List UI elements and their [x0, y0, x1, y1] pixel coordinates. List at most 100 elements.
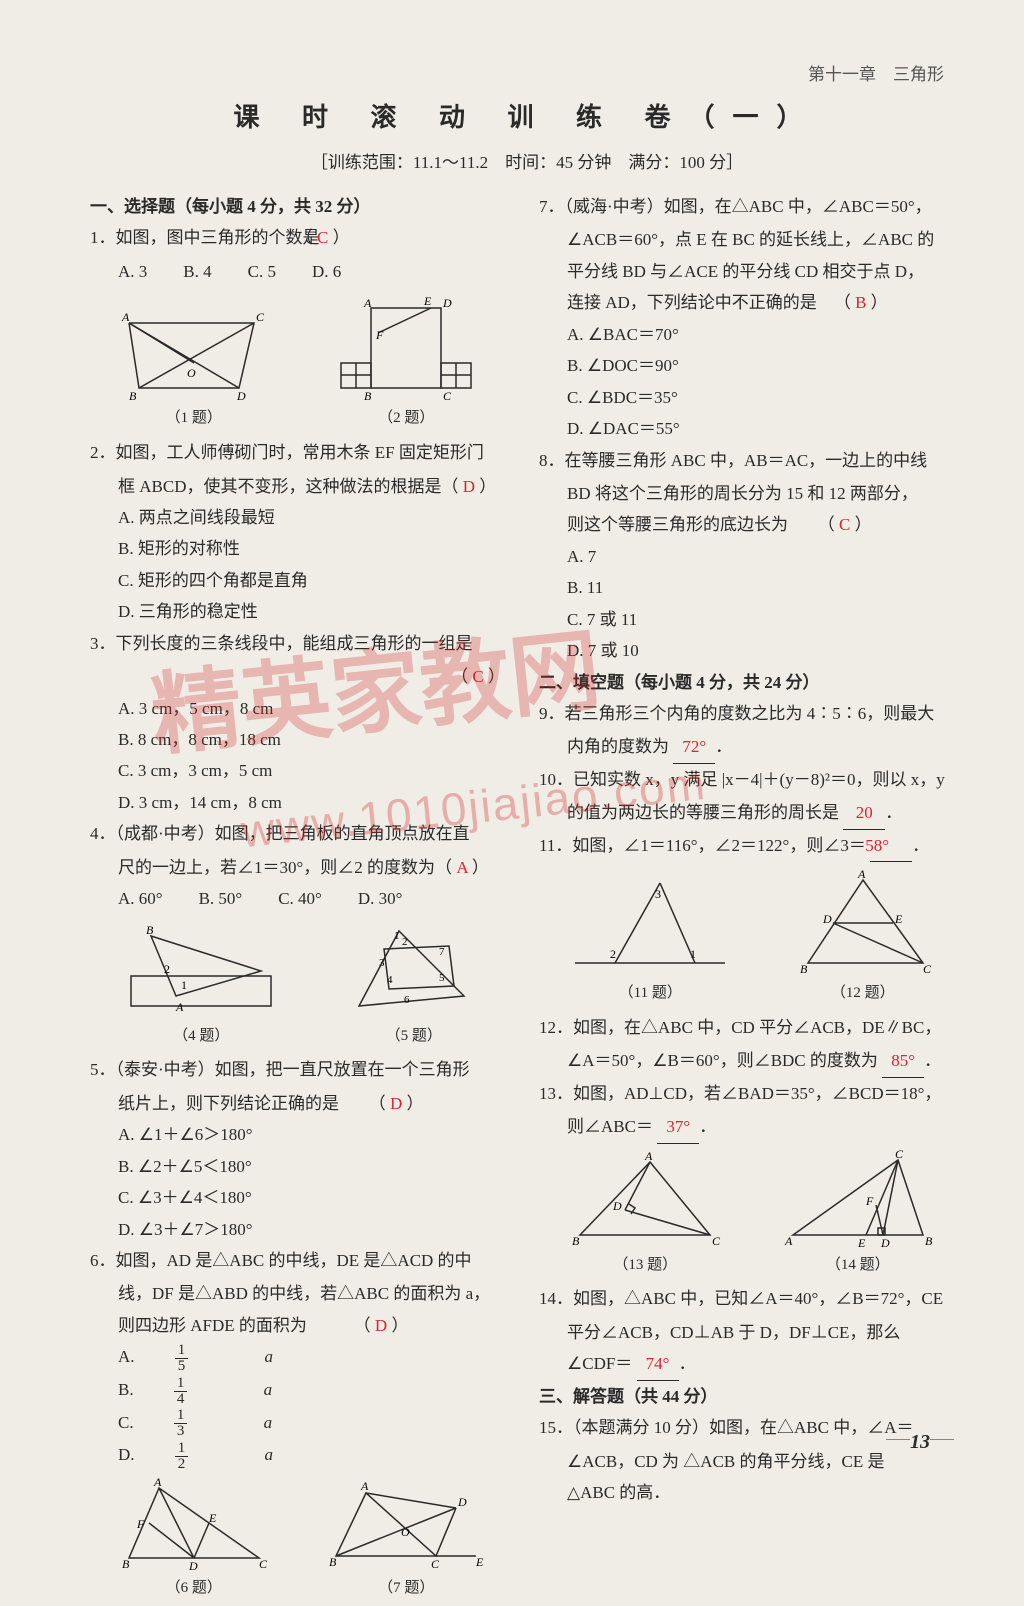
svg-text:C: C: [443, 389, 452, 403]
q2-l1: 2．如图，工人师傅砌门时，常用木条 EF 固定矩形门: [90, 437, 515, 468]
q13-l2: 则∠ABC＝: [567, 1117, 653, 1136]
svg-text:B: B: [146, 923, 154, 937]
page-number: 13: [886, 1431, 954, 1454]
q6-optA: A. 15 a: [118, 1341, 309, 1374]
svg-text:3: 3: [655, 887, 661, 901]
fig13-cap: （13 题）: [565, 1252, 725, 1280]
svg-text:5: 5: [439, 972, 445, 984]
q5-l2: 纸片上，则下列结论正确的是: [118, 1094, 339, 1113]
q12-answer: 85°: [882, 1045, 924, 1077]
svg-text:B: B: [329, 1555, 337, 1569]
svg-text:A: A: [360, 1479, 369, 1493]
q1-answer: （ C ）: [324, 222, 350, 253]
subtitle: ［训练范围：11.1～11.2 时间：45 分钟 满分：100 分］: [90, 148, 964, 173]
section3-head: 三、解答题（共 44 分）: [539, 1381, 964, 1412]
svg-text:B: B: [800, 962, 808, 976]
fig13: A B C D （13 题）: [565, 1150, 725, 1280]
q7-optB: B. ∠DOC＝90°: [567, 350, 758, 381]
q5-optD: D. ∠3＋∠7＞180°: [118, 1214, 309, 1245]
svg-text:E: E: [423, 294, 432, 308]
q6-optD: D. 12 a: [118, 1439, 309, 1472]
q7-l3: 平分线 BD 与∠ACE 的平分线 CD 相交于点 D，: [539, 256, 964, 287]
q1-optA: A. 3: [118, 256, 147, 287]
q8-l3: 则这个等腰三角形的底边长为: [567, 515, 788, 534]
q11-answer: 58°: [870, 830, 912, 862]
q7-answer: B: [855, 293, 866, 312]
fig12-cap: （12 题）: [788, 980, 938, 1008]
fig1: A C B D O （1 题）: [119, 293, 269, 433]
fig7: A B C E D O （7 题）: [321, 1478, 491, 1603]
q6-opts: A. 15 a B. 14 a C. 13 a D. 12 a: [90, 1341, 515, 1471]
svg-text:D: D: [457, 1495, 467, 1509]
q3: 3．下列长度的三条线段中，能组成三角形的一组是: [90, 628, 515, 659]
q7-optD: D. ∠DAC＝55°: [567, 413, 758, 444]
q3-optD: D. 3 cm，14 cm，8 cm: [118, 787, 309, 818]
page-title: 课 时 滚 动 训 练 卷（一）: [90, 97, 964, 134]
svg-text:C: C: [259, 1557, 268, 1571]
q13-answer: 37°: [657, 1111, 699, 1143]
fig-row-1-2: A C B D O （1 题）: [90, 293, 515, 433]
q10-l2: 的值为两边长的等腰三角形的周长是: [567, 803, 839, 822]
q6-l1: 6．如图，AD 是△ABC 的中线，DE 是△ACD 的中: [90, 1245, 515, 1276]
section1-head: 一、选择题（每小题 4 分，共 32 分）: [90, 191, 515, 222]
svg-text:4: 4: [387, 974, 393, 986]
right-column: 7．（威海·中考）如图，在△ABC 中，∠ABC＝50°， ∠ACB＝60°，点…: [539, 191, 964, 1606]
svg-text:2: 2: [610, 947, 616, 961]
svg-text:A: A: [784, 1234, 793, 1248]
svg-text:A: A: [857, 868, 866, 881]
q10-l1: 10．已知实数 x，y 满足 |x－4|＋(y－8)²＝0，则以 x，y: [539, 764, 964, 795]
svg-text:F: F: [136, 1517, 145, 1531]
q6-l3: 则四边形 AFDE 的面积为: [118, 1316, 307, 1335]
q2-optA: A. 两点之间线段最短: [90, 502, 515, 533]
svg-text:3: 3: [379, 957, 385, 969]
q5-optA: A. ∠1＋∠6＞180°: [118, 1119, 309, 1150]
q1-text: 1．如图，图中三角形的个数是: [90, 228, 320, 247]
q12-l2-row: ∠A＝50°，∠B＝60°，则∠BDC 的度数为 85°．: [539, 1045, 964, 1077]
q4-optC: C. 40°: [278, 883, 322, 914]
q14-answer: 74°: [637, 1348, 679, 1380]
fig14: C A B E D F （14 题）: [778, 1150, 938, 1280]
q5-opts: A. ∠1＋∠6＞180° B. ∠2＋∠5＜180° C. ∠3＋∠4＜180…: [90, 1119, 515, 1245]
q8-optB: B. 11: [567, 572, 758, 603]
svg-text:A: A: [363, 296, 372, 310]
q3-optB: B. 8 cm，8 cm，18 cm: [118, 724, 309, 755]
q9-l1: 9．若三角形三个内角的度数之比为 4∶5∶6，则最大: [539, 698, 964, 729]
q4-optD: D. 30°: [358, 883, 403, 914]
q1-optB: B. 4: [183, 256, 211, 287]
svg-text:C: C: [712, 1234, 721, 1248]
q2-l2-row: 框 ABCD，使其不变形，这种做法的根据是（ D ）: [90, 471, 515, 502]
q5-optC: C. ∠3＋∠4＜180°: [118, 1182, 309, 1213]
fig6-cap: （6 题）: [114, 1575, 274, 1603]
q12-l2: ∠A＝50°，∠B＝60°，则∠BDC 的度数为: [567, 1051, 878, 1070]
fig4: B A 2 1 （4 题）: [121, 921, 281, 1051]
q5-l2-row: 纸片上，则下列结论正确的是 （ D ）: [90, 1088, 515, 1119]
svg-text:F: F: [375, 328, 384, 342]
svg-text:A: A: [121, 310, 130, 324]
svg-text:2: 2: [402, 936, 408, 948]
svg-text:A: A: [644, 1150, 653, 1163]
svg-text:E: E: [475, 1555, 484, 1569]
q7-l4-row: 连接 AD，下列结论中不正确的是 （ B ）: [539, 287, 964, 318]
fig6: A B C D E F （6 题）: [114, 1478, 274, 1603]
q3-answer-row: （ C ）: [90, 661, 515, 692]
q8-l3-row: 则这个等腰三角形的底边长为 （ C ）: [539, 509, 964, 540]
fig7-cap: （7 题）: [321, 1575, 491, 1603]
q11-l1-row: 11．如图，∠1＝116°，∠2＝122°，则∠3＝ 58°．: [539, 830, 964, 862]
q9-l2: 内角的度数为: [567, 737, 669, 756]
chapter-header: 第十一章 三角形: [90, 60, 964, 85]
q13-l2-row: 则∠ABC＝ 37°．: [539, 1111, 964, 1143]
q7-l4: 连接 AD，下列结论中不正确的是: [567, 293, 817, 312]
svg-text:1: 1: [181, 978, 187, 992]
q1-optC: C. 5: [248, 256, 276, 287]
q7-l2: ∠ACB＝60°，点 E 在 BC 的延长线上，∠ABC 的: [539, 224, 964, 255]
fig1-cap: （1 题）: [119, 405, 269, 433]
q14-l2: 平分∠ACB，CD⊥AB 于 D，DF⊥CE，那么: [539, 1317, 964, 1348]
fig5: 1 2 7 3 4 5 6 （5 题）: [344, 921, 484, 1051]
svg-text:O: O: [401, 1525, 410, 1539]
q9-answer: 72°: [673, 731, 715, 763]
svg-text:C: C: [256, 310, 265, 324]
svg-text:1: 1: [690, 947, 696, 961]
q5-l1: 5．（泰安·中考）如图，把一直尺放置在一个三角形: [90, 1054, 515, 1085]
q4-l1: 4．（成都·中考）如图，把三角板的直角顶点放在直: [90, 818, 515, 849]
fig-row-4-5: B A 2 1 （4 题） 1 2 7: [90, 921, 515, 1051]
